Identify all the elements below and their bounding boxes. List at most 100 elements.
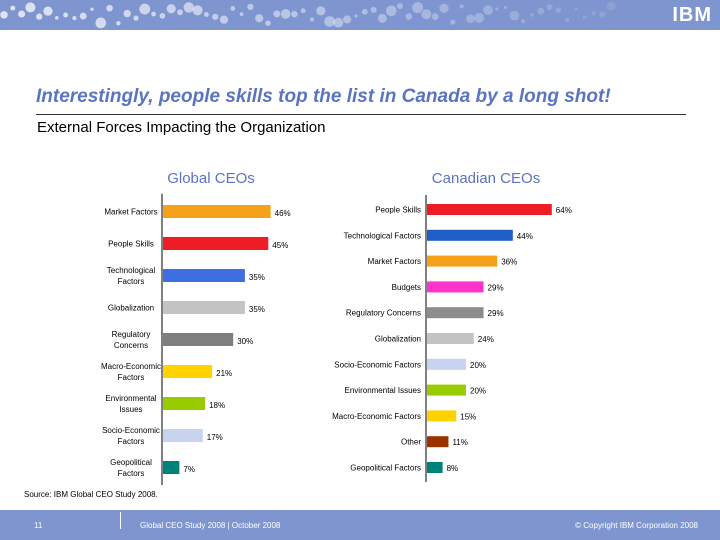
- header-dot: [316, 6, 326, 16]
- global-category-label: Macro-Economic Factors: [101, 362, 161, 382]
- header-dot: [537, 7, 545, 15]
- header-dot: [509, 10, 520, 21]
- header-dot: [183, 2, 195, 13]
- canadian-bar: [427, 436, 449, 448]
- footer-band: 11 Global CEO Study 2008 | October 2008 …: [0, 510, 720, 540]
- canadian-category-label: Macro-Economic Factors: [332, 412, 421, 421]
- header-dot: [123, 9, 131, 18]
- canadian-bar: [427, 281, 484, 293]
- header-dot: [177, 9, 183, 16]
- header-dot: [212, 13, 219, 20]
- global-value-label: 45%: [272, 241, 288, 250]
- header-dot: [555, 7, 562, 13]
- global-bar: [163, 301, 245, 314]
- global-value-label: 21%: [216, 369, 232, 378]
- global-category-label: Technological Factors: [107, 266, 156, 286]
- header-dot: [405, 13, 413, 20]
- header-dot: [79, 12, 87, 20]
- header-dot: [377, 13, 387, 23]
- header-dot: [63, 12, 69, 18]
- global-value-label: 18%: [209, 401, 225, 410]
- header-dot: [95, 17, 107, 29]
- global-category-label: Environmental Issues: [105, 394, 156, 414]
- header-dot: [370, 6, 377, 13]
- header-dot: [151, 11, 157, 17]
- canadian-category-label: Technological Factors: [344, 231, 421, 240]
- canadian-bar: [427, 229, 513, 241]
- header-dot: [504, 5, 508, 10]
- header-dot: [239, 12, 244, 16]
- global-category-label: Regulatory Concerns: [112, 330, 151, 350]
- header-dot: [591, 11, 596, 16]
- header-dot: [192, 5, 203, 16]
- canadian-bar: [427, 307, 484, 319]
- header-dot: [219, 15, 229, 24]
- canadian-bar: [427, 358, 466, 370]
- header-dot: [565, 18, 570, 23]
- global-value-label: 35%: [249, 273, 265, 282]
- canadian-bar: [427, 462, 443, 473]
- header-dot: [474, 12, 485, 23]
- canadian-value-label: 29%: [488, 283, 504, 292]
- global-bar: [163, 205, 271, 218]
- header-dot-pattern: [0, 1, 616, 29]
- canadian-bar: [427, 255, 498, 267]
- canadian-bar: [427, 333, 474, 344]
- header-dot: [397, 3, 403, 10]
- header-dot: [265, 20, 271, 26]
- canadian-category-label: Environmental Issues: [345, 386, 421, 395]
- header-dot: [343, 15, 352, 24]
- header-dot: [43, 6, 53, 16]
- header-dot: [309, 17, 315, 22]
- header-dot: [354, 14, 358, 18]
- header-dot: [439, 3, 449, 13]
- source-note: Source: IBM Global CEO Study 2008.: [24, 490, 158, 499]
- header-dot: [116, 20, 121, 26]
- header-dot: [582, 15, 587, 20]
- canadian-value-label: 8%: [447, 464, 459, 473]
- header-dot: [546, 4, 553, 11]
- global-value-label: 7%: [183, 465, 195, 474]
- global-bar: [163, 365, 213, 378]
- canadian-value-label: 29%: [488, 309, 504, 318]
- header-dot: [25, 2, 36, 13]
- canadian-ceos-chart: Canadian CEOs 64% People Skills 44% Technolo…: [332, 170, 572, 483]
- header-dot: [36, 13, 43, 20]
- charts-area: Global CEOs 46% Market Factors 45% People Sk…: [101, 170, 572, 485]
- header-dot: [203, 12, 209, 17]
- canadian-category-label: Budgets: [392, 283, 421, 292]
- canadian-value-label: 44%: [517, 232, 533, 241]
- header-dot: [459, 4, 464, 9]
- header-dot: [18, 10, 26, 18]
- header-dot: [255, 14, 264, 23]
- global-category-label: People Skills: [108, 240, 154, 249]
- header-dot: [521, 19, 526, 24]
- global-value-label: 17%: [207, 433, 223, 442]
- global-ceos-chart: Global CEOs 46% Market Factors 45% People Sk…: [101, 170, 291, 485]
- canadian-value-label: 36%: [501, 258, 517, 267]
- canadian-category-label: Socio-Economic Factors: [334, 360, 421, 369]
- copyright-text: © Copyright IBM Corporation 2008: [575, 521, 698, 530]
- header-dot: [280, 9, 291, 19]
- slide-subtitle: External Forces Impacting the Organizati…: [37, 119, 326, 136]
- header-dot: [247, 3, 254, 11]
- header-dot: [599, 11, 606, 18]
- header-dot: [361, 8, 368, 15]
- canadian-value-label: 20%: [470, 361, 486, 370]
- header-dot: [273, 10, 281, 18]
- header-dot: [495, 7, 499, 11]
- global-bar: [163, 461, 180, 474]
- canadian-value-label: 20%: [470, 387, 486, 396]
- header-dot: [291, 10, 298, 18]
- canadian-category-label: Regulatory Concerns: [346, 309, 421, 318]
- canadian-category-label: Market Factors: [368, 257, 421, 266]
- page-number: 11: [34, 521, 43, 530]
- canadian-chart-title: Canadian CEOs: [432, 170, 540, 187]
- header-dot: [166, 4, 176, 14]
- header-dot: [133, 15, 139, 21]
- global-category-label: Geopolitical Factors: [110, 458, 152, 478]
- global-category-label: Globalization: [108, 304, 154, 313]
- canadian-category-label: Geopolitical Factors: [350, 464, 421, 473]
- global-bar: [163, 397, 206, 410]
- header-dot: [450, 19, 456, 25]
